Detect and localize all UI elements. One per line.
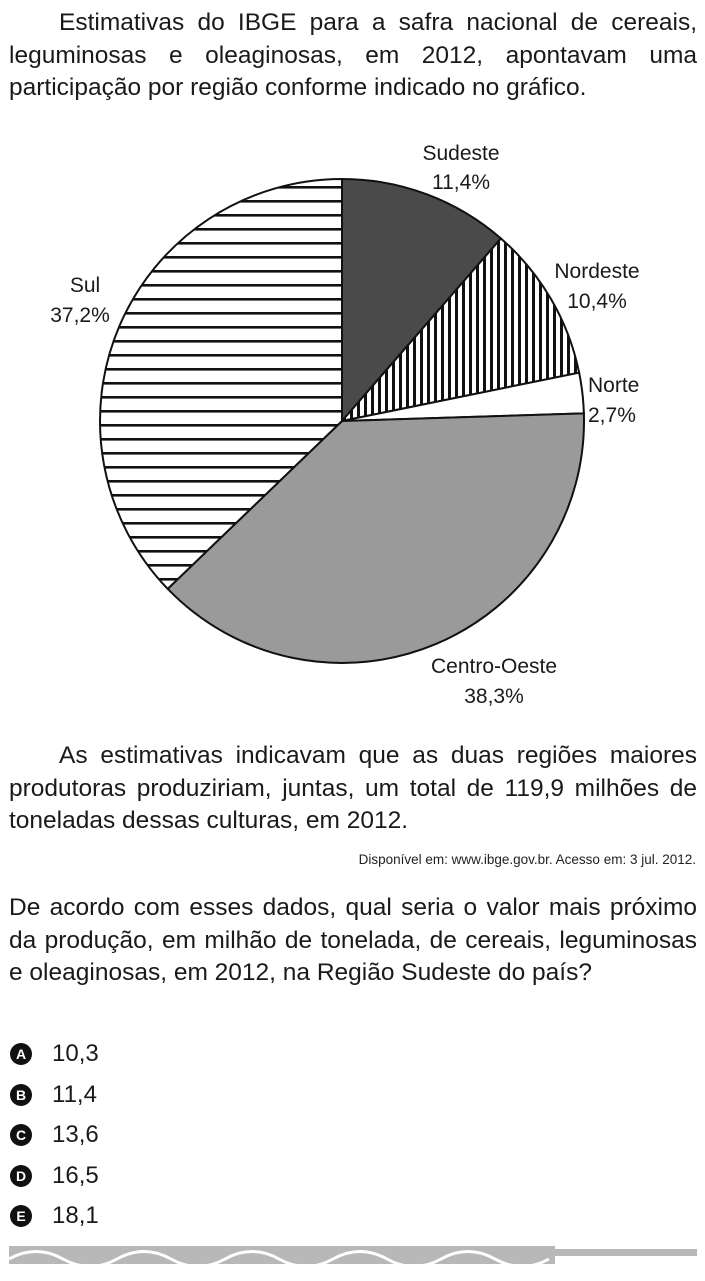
pie-slice-centro-oeste: [166, 412, 585, 664]
context-paragraph: As estimativas indicavam que as duas reg…: [9, 742, 697, 834]
option-value: 13,6: [52, 1121, 99, 1149]
option-letter-badge: B: [10, 1083, 32, 1106]
slice-label-name: Norte: [588, 374, 639, 397]
option-value: 16,5: [52, 1161, 99, 1189]
pie-slice-nordeste: [339, 237, 581, 423]
slice-label-name: Sudeste: [422, 142, 499, 165]
option-value: 11,4: [52, 1080, 97, 1108]
option-value: 18,1: [52, 1202, 99, 1230]
option-letter-badge: D: [10, 1164, 32, 1187]
slice-label-name: Sul: [70, 274, 100, 297]
slice-label-value: 38,3%: [464, 685, 524, 708]
question-paragraph: De acordo com esses dados, qual seria o …: [9, 894, 697, 986]
option-letter-badge: E: [10, 1205, 32, 1228]
answer-option-e[interactable]: E 18,1: [9, 1196, 99, 1237]
source-citation: Disponível em: www.ibge.gov.br. Acesso e…: [358, 852, 696, 867]
intro-paragraph: Estimativas do IBGE para a safra naciona…: [9, 9, 697, 101]
slice-label-name: Nordeste: [554, 260, 639, 283]
slice-label-value: 37,2%: [50, 304, 110, 327]
answer-options: A 10,3 B 11,4 C 13,6 D 16,5 E 18,1: [9, 1034, 99, 1237]
option-letter-badge: C: [10, 1124, 32, 1147]
slice-label-value: 2,7%: [588, 404, 636, 427]
slice-label-value: 10,4%: [567, 290, 627, 313]
answer-option-a[interactable]: A 10,3: [9, 1034, 99, 1075]
answer-option-c[interactable]: C 13,6: [9, 1115, 99, 1156]
answer-option-b[interactable]: B 11,4: [9, 1075, 99, 1116]
wave-divider: [9, 1246, 697, 1268]
slice-label-value: 11,4%: [432, 171, 490, 194]
option-letter-badge: A: [10, 1043, 32, 1066]
slice-label-name: Centro-Oeste: [431, 655, 557, 678]
pie-slice-sudeste: [341, 177, 503, 424]
pie-chart: Sudeste 11,4% Nordeste 10,4% Norte 2,7% …: [50, 142, 639, 708]
option-value: 10,3: [52, 1040, 99, 1068]
answer-option-d[interactable]: D 16,5: [9, 1156, 99, 1197]
pie-slice-sul: [99, 177, 343, 591]
